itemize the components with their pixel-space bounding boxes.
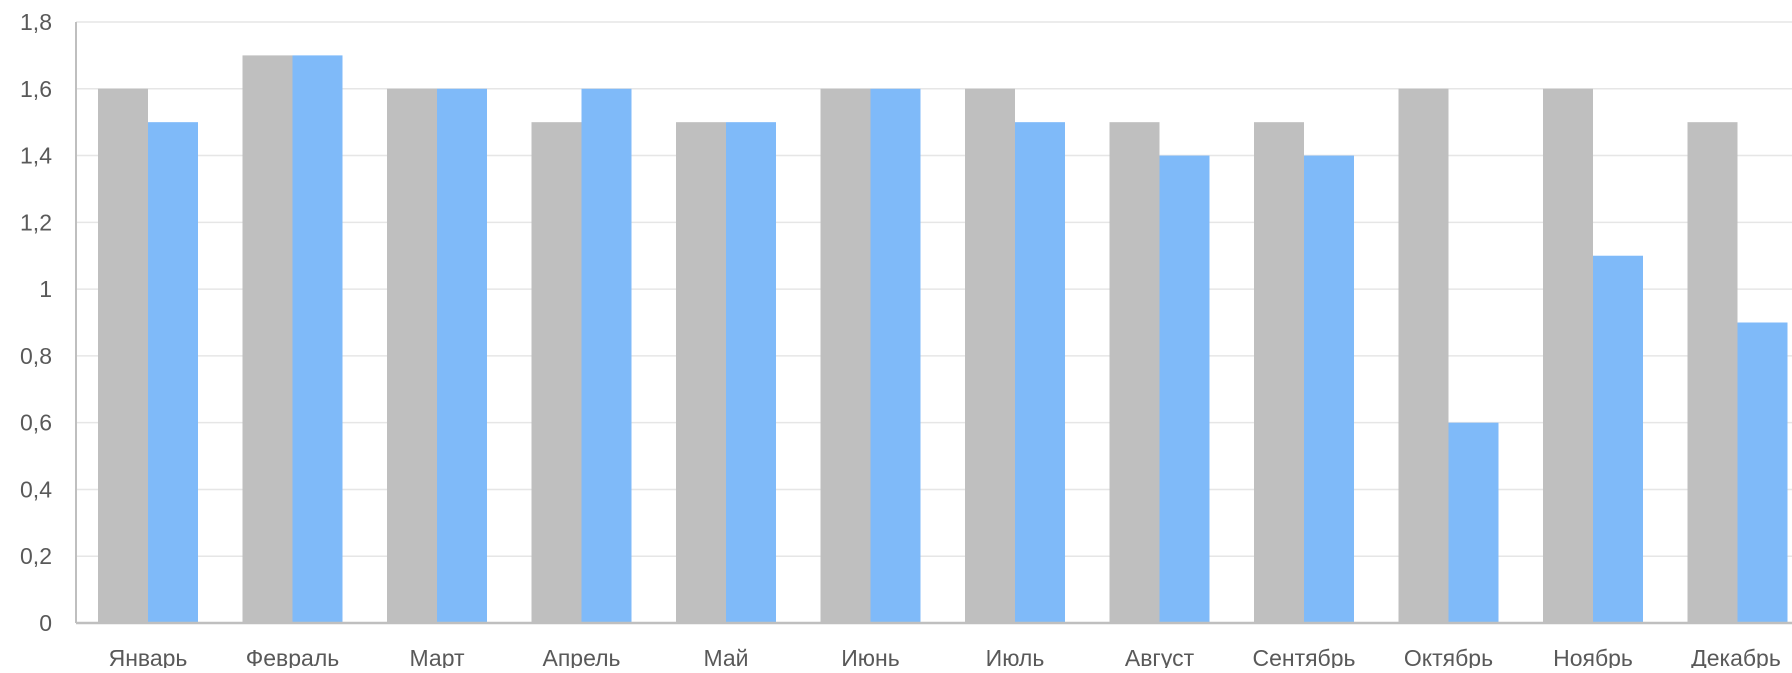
bar: [1737, 322, 1788, 623]
bar: [820, 88, 871, 624]
y-tick-label: 0,2: [20, 543, 52, 569]
bar: [531, 122, 582, 624]
x-tick-label: Август: [1125, 645, 1195, 668]
y-tick-label: 1: [39, 276, 52, 302]
axes: [75, 22, 1792, 625]
bar: [98, 88, 148, 624]
bar: [1448, 422, 1499, 623]
bar: [387, 88, 437, 624]
bar: [581, 88, 632, 624]
x-tick-label: Март: [409, 645, 464, 668]
bar: [870, 88, 921, 624]
bar: [292, 55, 343, 623]
gridlines: [76, 21, 1792, 557]
bar: [242, 55, 293, 623]
x-tick-label: Июнь: [841, 645, 899, 668]
x-tick-label: Май: [703, 645, 748, 668]
y-tick-label: 1,4: [20, 143, 52, 169]
bar: [1109, 122, 1160, 624]
bar: [1304, 155, 1354, 624]
bar: [1543, 88, 1593, 624]
y-tick-label: 0,6: [20, 410, 52, 436]
x-tick-label: Декабрь: [1691, 645, 1781, 668]
x-tick-label: Январь: [109, 645, 188, 668]
bar: [726, 122, 776, 624]
x-tick-label: Февраль: [246, 645, 339, 668]
x-tick-labels: Январь Февраль Март Апрель Май Июнь Июль Август…: [109, 645, 1781, 671]
x-tick-label: Сентябрь: [1252, 645, 1355, 668]
y-tick-label: 0,4: [20, 476, 52, 502]
bar: [1398, 88, 1449, 624]
y-tick-labels: 0 0,2 0,4 0,6 0,8 1 1,2 1,4 1,6 1,8: [20, 9, 52, 636]
bar: [1159, 155, 1210, 624]
x-tick-label: Апрель: [542, 645, 620, 668]
bar: [437, 88, 487, 624]
x-tick-label: Октябрь: [1404, 645, 1493, 668]
bar: [1687, 122, 1738, 624]
y-tick-label: 1,2: [20, 209, 52, 235]
bar: [148, 122, 198, 624]
bar: [676, 122, 726, 624]
x-tick-label: Ноябрь: [1553, 645, 1633, 668]
y-tick-label: 0: [39, 610, 52, 636]
y-tick-label: 0,8: [20, 343, 52, 369]
x-tick-label: Июль: [986, 645, 1045, 668]
bar: [1015, 122, 1065, 624]
bars: [98, 55, 1788, 624]
bar: [1254, 122, 1304, 624]
y-tick-label: 1,8: [20, 9, 52, 35]
y-tick-label: 1,6: [20, 76, 52, 102]
bar: [1593, 255, 1643, 623]
bar: [965, 88, 1015, 624]
